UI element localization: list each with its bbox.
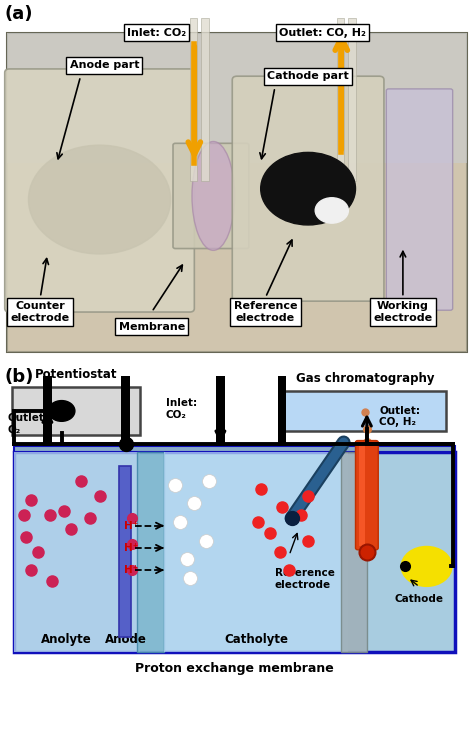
FancyBboxPatch shape	[7, 33, 467, 352]
Text: Potentiostat: Potentiostat	[35, 369, 117, 381]
Ellipse shape	[192, 141, 235, 251]
FancyBboxPatch shape	[356, 441, 378, 550]
Text: Catholyte: Catholyte	[224, 633, 288, 646]
Circle shape	[402, 547, 451, 586]
FancyBboxPatch shape	[173, 144, 249, 248]
Text: Membrane: Membrane	[118, 322, 185, 331]
Text: Inlet:
CO₂: Inlet: CO₂	[166, 398, 197, 420]
FancyBboxPatch shape	[201, 18, 209, 182]
FancyBboxPatch shape	[386, 89, 453, 310]
FancyBboxPatch shape	[284, 391, 446, 431]
Text: (b): (b)	[5, 369, 34, 386]
Circle shape	[48, 401, 75, 421]
Text: Reference
electrode: Reference electrode	[234, 301, 297, 323]
Text: Gas chromatography: Gas chromatography	[296, 372, 434, 385]
Text: Counter
electrode: Counter electrode	[11, 301, 70, 323]
Text: Anode part: Anode part	[70, 60, 139, 70]
FancyBboxPatch shape	[278, 376, 286, 446]
Text: (a): (a)	[5, 5, 33, 23]
FancyBboxPatch shape	[7, 33, 467, 352]
Text: Anode: Anode	[105, 633, 146, 646]
Text: Outlet: CO, H₂: Outlet: CO, H₂	[279, 28, 366, 37]
FancyBboxPatch shape	[14, 452, 455, 652]
FancyBboxPatch shape	[12, 387, 140, 435]
Text: H⁺: H⁺	[124, 520, 138, 531]
Text: Outlet:
O₂: Outlet: O₂	[7, 413, 48, 435]
FancyBboxPatch shape	[5, 69, 194, 312]
FancyBboxPatch shape	[7, 33, 467, 163]
FancyBboxPatch shape	[14, 452, 140, 652]
Text: Proton exchange membrane: Proton exchange membrane	[135, 662, 334, 674]
FancyBboxPatch shape	[121, 376, 130, 446]
Text: Outlet:
CO, H₂: Outlet: CO, H₂	[379, 405, 420, 427]
Text: Anolyte: Anolyte	[41, 633, 92, 646]
FancyBboxPatch shape	[359, 444, 365, 546]
FancyBboxPatch shape	[43, 376, 52, 446]
Text: Working
electrode: Working electrode	[374, 301, 432, 323]
FancyBboxPatch shape	[164, 452, 348, 652]
Circle shape	[261, 152, 356, 225]
FancyBboxPatch shape	[216, 376, 225, 446]
FancyBboxPatch shape	[137, 452, 164, 652]
FancyBboxPatch shape	[337, 18, 344, 182]
FancyBboxPatch shape	[190, 18, 197, 182]
Text: Cathode: Cathode	[395, 594, 444, 604]
Text: H⁺: H⁺	[124, 543, 138, 553]
FancyBboxPatch shape	[348, 18, 356, 182]
Text: Inlet: CO₂: Inlet: CO₂	[127, 28, 186, 37]
FancyBboxPatch shape	[119, 466, 131, 637]
Circle shape	[315, 198, 348, 223]
Text: Cathode part: Cathode part	[267, 71, 349, 81]
FancyBboxPatch shape	[341, 452, 367, 652]
Polygon shape	[14, 446, 455, 452]
Text: Reference
electrode: Reference electrode	[275, 568, 335, 590]
Circle shape	[28, 145, 171, 254]
Text: H⁺: H⁺	[124, 565, 138, 575]
FancyBboxPatch shape	[232, 76, 384, 301]
